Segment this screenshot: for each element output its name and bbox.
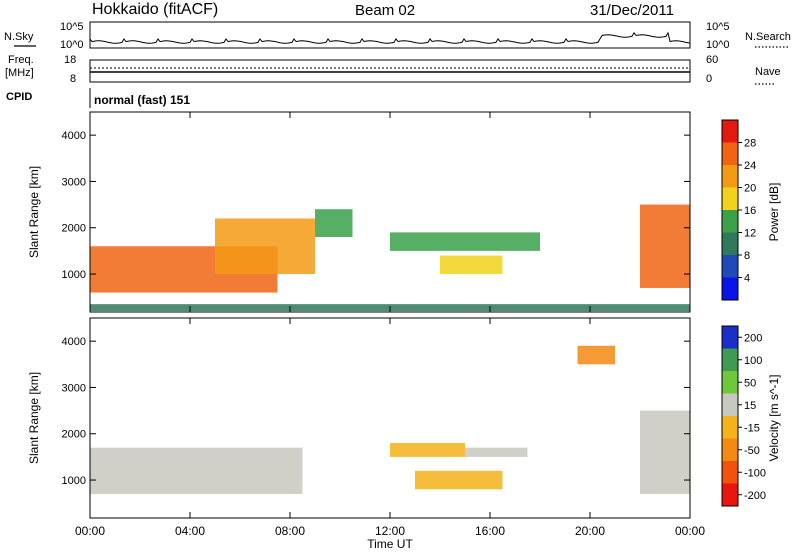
- cpid-label: CPID: [6, 91, 32, 103]
- power-region-3: [390, 232, 540, 251]
- colorbar-tick-label-6: 100: [744, 355, 762, 367]
- noise-panel-frame: [89, 21, 691, 49]
- range-tick-label-0: 1000: [62, 269, 86, 281]
- freq-tick-top: 18: [64, 54, 76, 66]
- colorbar-tick-label-5: 50: [744, 377, 756, 389]
- power-range-ticks: 1000 2000 3000 4000: [62, 130, 690, 281]
- range-tick-label-3: 4000: [62, 336, 86, 348]
- time-tick-label-6: 00:00: [675, 524, 705, 538]
- colorbar-tick-label-7: 200: [744, 332, 762, 344]
- noise-right-tick-top: 10^5: [706, 21, 730, 33]
- velocity-region-5: [640, 410, 690, 494]
- velocity-range-axis-title: Slant Range [km]: [27, 372, 41, 464]
- velocity-colorbar: -200 -100 -50 -15 15 50 100 200: [721, 325, 766, 507]
- velocity-range-ticks: 1000 2000 3000 4000: [62, 336, 690, 487]
- nave-tick-top: 60: [706, 54, 718, 66]
- colorbar-swatch-2: [722, 438, 738, 461]
- colorbar-frame: [721, 325, 739, 507]
- colorbar-tick-label-3: 16: [744, 205, 756, 217]
- nave-tick-bottom: 0: [706, 73, 712, 85]
- colorbar-tick-label-4: 15: [744, 400, 756, 412]
- time-axis-ticks: 00:00 04:00 08:00 12:00 16:00 20:00 00:00: [75, 112, 705, 538]
- power-heatmap: [90, 204, 690, 312]
- power-colorbar-label: Power [dB]: [767, 183, 781, 242]
- noise-sky-label: N.Sky: [4, 31, 34, 43]
- colorbar-tick-label-3: -15: [744, 422, 760, 434]
- range-tick-label-1: 2000: [62, 429, 86, 441]
- range-tick-label-2: 3000: [62, 382, 86, 394]
- colorbar-swatch-3: [722, 210, 738, 233]
- colorbar-swatch-4: [722, 393, 738, 416]
- beam-label: Beam 02: [355, 2, 415, 19]
- date-label: 31/Dec/2011: [590, 2, 674, 19]
- range-tick-label-1: 2000: [62, 223, 86, 235]
- colorbar-swatch-6: [722, 142, 738, 165]
- colorbar-tick-label-2: -50: [744, 445, 760, 457]
- freq-panel-frame: [89, 59, 691, 83]
- colorbar-swatch-0: [722, 277, 738, 300]
- time-tick-label-5: 20:00: [575, 524, 605, 538]
- colorbar-swatch-5: [722, 165, 738, 188]
- colorbar-tick-label-0: -200: [744, 490, 766, 502]
- power-region-5: [640, 204, 690, 288]
- noise-tick-bottom: 10^0: [60, 39, 84, 51]
- time-tick-label-0: 00:00: [75, 524, 105, 538]
- colorbar-tick-label-5: 24: [744, 160, 756, 172]
- noise-search-label: N.Search: [745, 31, 791, 43]
- colorbar-swatch-4: [722, 187, 738, 210]
- velocity-region-0: [90, 447, 303, 494]
- colorbar-swatch-0: [722, 483, 738, 506]
- freq-label-line2: [MHz]: [5, 67, 34, 79]
- noise-tick-top: 10^5: [60, 21, 84, 33]
- range-tick-label-3: 4000: [62, 130, 86, 142]
- colorbar-swatch-7: [722, 120, 738, 143]
- power-region-1: [215, 218, 315, 275]
- time-tick-label-2: 08:00: [275, 524, 305, 538]
- time-axis-title: Time UT: [367, 537, 413, 551]
- velocity-region-2: [465, 447, 528, 457]
- time-tick-label-4: 16:00: [475, 524, 505, 538]
- power-colorbar: 4 8 12 16 20 24 28: [721, 119, 756, 301]
- colorbar-swatch-6: [722, 348, 738, 371]
- plot-title: Hokkaido (fitACF): [92, 1, 218, 18]
- nave-label: Nave: [755, 66, 781, 78]
- colorbar-tick-label-2: 12: [744, 228, 756, 240]
- noise-sky-trace: [89, 31, 691, 44]
- colorbar-tick-label-6: 28: [744, 138, 756, 150]
- colorbar-tick-label-0: 4: [744, 273, 750, 285]
- time-tick-label-1: 04:00: [175, 524, 205, 538]
- velocity-region-4: [577, 345, 615, 365]
- range-tick-label-2: 3000: [62, 176, 86, 188]
- freq-label-line1: Freq.: [8, 54, 34, 66]
- noise-right-tick-bottom: 10^0: [706, 39, 730, 51]
- power-region-2: [315, 209, 353, 237]
- colorbar-swatch-7: [722, 326, 738, 349]
- colorbar-tick-label-1: -100: [744, 467, 766, 479]
- colorbar-swatch-1: [722, 255, 738, 278]
- velocity-region-3: [415, 470, 503, 490]
- colorbar-tick-label-4: 20: [744, 183, 756, 195]
- time-tick-label-3: 12:00: [375, 524, 405, 538]
- colorbar-swatch-2: [722, 232, 738, 255]
- range-tick-label-0: 1000: [62, 475, 86, 487]
- velocity-colorbar-label: Velocity [m s^-1]: [767, 375, 781, 462]
- freq-tick-bottom: 8: [70, 73, 76, 85]
- colorbar-swatch-1: [722, 461, 738, 484]
- cpid-text: normal (fast) 151: [94, 93, 190, 107]
- colorbar-swatch-3: [722, 416, 738, 439]
- colorbar-tick-label-1: 8: [744, 250, 750, 262]
- velocity-region-1: [390, 443, 465, 457]
- velocity-heatmap: [90, 345, 690, 494]
- power-region-4: [440, 255, 503, 275]
- power-range-axis-title: Slant Range [km]: [27, 166, 41, 258]
- colorbar-swatch-5: [722, 371, 738, 394]
